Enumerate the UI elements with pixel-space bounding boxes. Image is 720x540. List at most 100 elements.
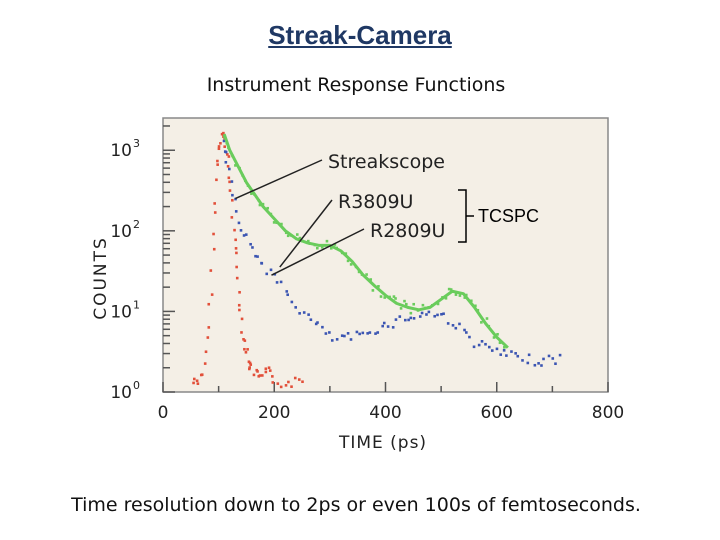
data-point-r2809u [421,303,425,307]
data-point-r2809u [498,341,502,345]
data-point-streakscope [196,382,200,386]
data-point-r3809u [361,331,365,335]
data-point-streakscope [256,370,259,373]
slide-caption: Time resolution down to 2ps or even 100s… [71,494,641,516]
data-point-r3809u [254,254,257,258]
data-point-r2809u [392,295,396,298]
data-point-r2809u [234,164,237,167]
data-point-streakscope [301,380,304,384]
data-point-r3809u [407,318,410,322]
y-tick-exponent: 2 [133,218,140,231]
data-point-r3809u [480,340,484,343]
data-point-r3809u [381,324,384,328]
data-point-streakscope [235,265,238,269]
data-point-r2809u [346,259,350,263]
y-tick-exponent: 0 [133,379,140,392]
data-point-r3809u [286,293,289,297]
data-point-r3809u [551,357,555,360]
data-point-streakscope [279,385,283,389]
data-point-r2809u [399,307,403,310]
data-point-streakscope [231,198,234,202]
data-point-r2809u [476,308,480,312]
data-point-r2809u [241,174,244,177]
data-point-r2809u [325,239,329,243]
data-point-streakscope [284,384,288,387]
data-point-streakscope [244,350,248,354]
data-point-r2809u [238,166,241,170]
data-point-streakscope [267,366,271,370]
data-point-r3809u [242,234,246,237]
data-point-r3809u [346,332,350,335]
data-point-r2809u [464,293,468,297]
data-point-r2809u [357,270,361,274]
data-point-streakscope [212,232,215,236]
data-point-r2809u [394,297,397,300]
data-point-r3809u [366,332,369,335]
data-point-r2809u [492,336,496,339]
data-point-r2809u [354,265,358,269]
data-point-r3809u [540,364,543,367]
data-point-streakscope [215,178,218,182]
data-point-r2809u [436,302,440,306]
data-point-r2809u [329,247,333,250]
data-point-r2809u [409,311,413,315]
data-point-r3809u [294,306,297,309]
data-point-r2809u [280,222,283,226]
y-tick-label: 10 [110,383,132,403]
data-point-r3809u [420,311,424,315]
data-point-r2809u [269,212,273,216]
data-point-streakscope [227,155,231,158]
x-tick-label: 0 [158,403,169,423]
data-point-r3809u [490,349,494,352]
data-point-r3809u [307,313,310,316]
data-point-r2809u [503,346,506,349]
data-point-r3809u [251,246,254,249]
tcspc-label: TCSPC [478,206,540,226]
data-point-r2809u [449,288,453,291]
data-point-r3809u [495,347,499,351]
data-point-r2809u [344,252,348,255]
data-point-streakscope [209,269,213,272]
data-point-r2809u [485,317,489,320]
annotation-label-streakscope: Streakscope [328,151,445,173]
data-point-r3809u [249,242,252,246]
data-point-r3809u [451,324,455,327]
data-point-streakscope [206,336,210,339]
data-point-streakscope [230,216,234,219]
x-tick-label: 600 [481,403,513,423]
data-point-r3809u [454,326,458,330]
data-point-r2809u [349,263,353,266]
data-point-r3809u [527,353,531,357]
data-point-streakscope [222,131,225,135]
data-point-r3809u [446,322,450,325]
data-point-r3809u [404,318,407,322]
data-point-streakscope [213,211,217,214]
data-point-r2809u [308,242,312,245]
data-point-streakscope [219,142,222,145]
data-point-r2809u [480,321,483,324]
data-point-r2809u [235,163,239,167]
data-point-r3809u [382,321,386,325]
data-point-r3809u [477,343,481,347]
data-point-r3809u [237,221,241,225]
data-point-r3809u [321,325,324,329]
data-point-r2809u [223,135,226,139]
slide-subtitle: Instrument Response Functions [206,74,506,96]
data-point-r3809u [463,328,466,332]
data-point-streakscope [276,382,280,385]
data-point-r3809u [427,310,431,314]
data-point-r2809u [412,302,416,306]
data-point-r3809u [222,139,226,143]
data-point-streakscope [287,380,290,384]
data-point-r2809u [320,246,324,249]
data-point-streakscope [227,176,231,180]
data-point-streakscope [234,247,238,250]
data-point-streakscope [212,247,216,251]
data-point-streakscope [235,276,239,280]
data-point-r3809u [391,326,395,329]
data-point-r2809u [487,324,491,328]
data-point-r2809u [496,332,499,336]
data-point-r2809u [379,295,383,298]
data-point-streakscope [240,331,243,334]
